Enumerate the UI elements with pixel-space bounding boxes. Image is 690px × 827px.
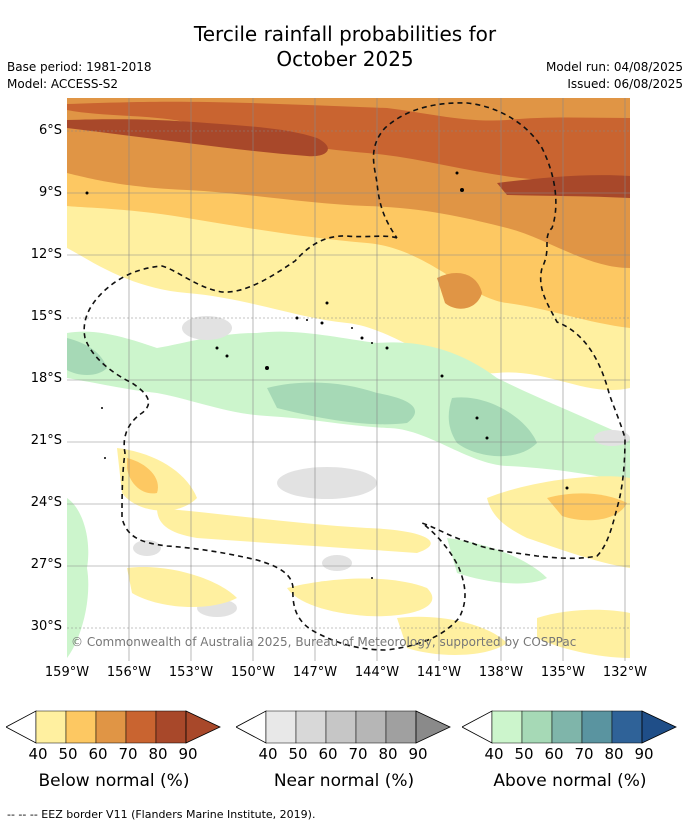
base-period: Base period: 1981-2018 [7,60,152,74]
lat-label: 12°S [30,247,62,262]
model-run: Model run: 04/08/2025 [545,60,683,74]
tick-above: 80 [604,745,624,763]
probability-map: © Commonwealth of Australia 2025, Bureau… [67,98,630,661]
tick-above: 90 [634,745,654,763]
tick-above: 60 [544,745,564,763]
tick-near: 90 [408,745,428,763]
lat-label: 21°S [30,433,62,448]
tick-below: 50 [58,745,78,763]
region-yellow-south-4 [397,616,507,655]
gridlines [67,98,630,661]
lon-label: 138°W [478,665,524,680]
tick-near: 70 [348,745,368,763]
region-green-left [67,498,89,658]
tick-near: 60 [318,745,338,763]
lon-label: 147°W [292,665,338,680]
region-grey-4 [133,540,161,556]
region-yellow-sw [127,567,237,608]
lon-label: 153°W [168,665,214,680]
chart-title: Tercile rainfall probabilities for Octob… [0,22,690,72]
lat-label: 18°S [30,371,62,386]
region-teal-1 [67,338,107,375]
region-orange-south-1 [127,458,158,494]
lat-label: 30°S [30,619,62,634]
title-line-1: Tercile rainfall probabilities for [193,22,497,46]
lon-label: 141°W [416,665,462,680]
model-name: Model: ACCESS-S2 [7,77,119,91]
tick-below: 40 [28,745,48,763]
colorbar-title-below: Below normal (%) [38,771,190,791]
lon-label: 150°W [230,665,276,680]
lat-label: 27°S [30,557,62,572]
region-orange-east [437,273,482,309]
tick-below: 80 [148,745,168,763]
region-grey-2 [277,467,377,499]
lat-label: 9°S [38,185,62,200]
colorbar-below-normal [6,710,221,744]
region-orange-east-s [547,493,627,521]
copyright-text: © Commonwealth of Australia 2025, Bureau… [71,635,576,649]
lat-label: 24°S [30,495,62,510]
tick-above: 70 [574,745,594,763]
region-dark-brown-right [497,175,630,198]
lon-label: 159°W [44,665,90,680]
tick-near: 40 [258,745,278,763]
lon-label: 156°W [106,665,152,680]
meta-right: Model run: 04/08/2025 Issued: 06/08/2025 [546,59,683,93]
lon-label: 135°W [540,665,586,680]
meta-left: Base period: 1981-2018 Model: ACCESS-S2 [7,59,152,93]
lon-label: 144°W [354,665,400,680]
region-dark-brown-top [67,119,328,157]
region-yellow-se [537,609,630,658]
tick-below: 90 [178,745,198,763]
islands [85,171,569,579]
colorbar-near-normal [236,710,451,744]
lat-label: 6°S [38,123,62,138]
lon-label: 132°W [602,665,648,680]
region-yellow-south-3 [287,578,433,617]
tick-near: 50 [288,745,308,763]
region-grey-1 [182,316,232,340]
colorbar-above-normal [462,710,677,744]
tick-below: 70 [118,745,138,763]
colorbar-title-above: Above normal (%) [493,771,647,791]
tick-below: 60 [88,745,108,763]
region-green-south [447,538,547,584]
colorbar-title-near: Near normal (%) [273,771,415,791]
region-teal-2 [267,382,416,425]
tick-near: 80 [378,745,398,763]
title-line-2: October 2025 [276,47,414,71]
tick-above: 40 [484,745,504,763]
lat-label: 15°S [30,309,62,324]
region-yellow-south-2 [157,508,431,553]
issued-date: Issued: 06/08/2025 [567,77,683,91]
region-grey-5 [322,555,352,571]
eez-legend-footer: -- -- -- EEZ border V11 (Flanders Marine… [7,808,316,821]
region-teal-3 [448,397,537,457]
eez-border [83,102,626,651]
tick-above: 50 [514,745,534,763]
